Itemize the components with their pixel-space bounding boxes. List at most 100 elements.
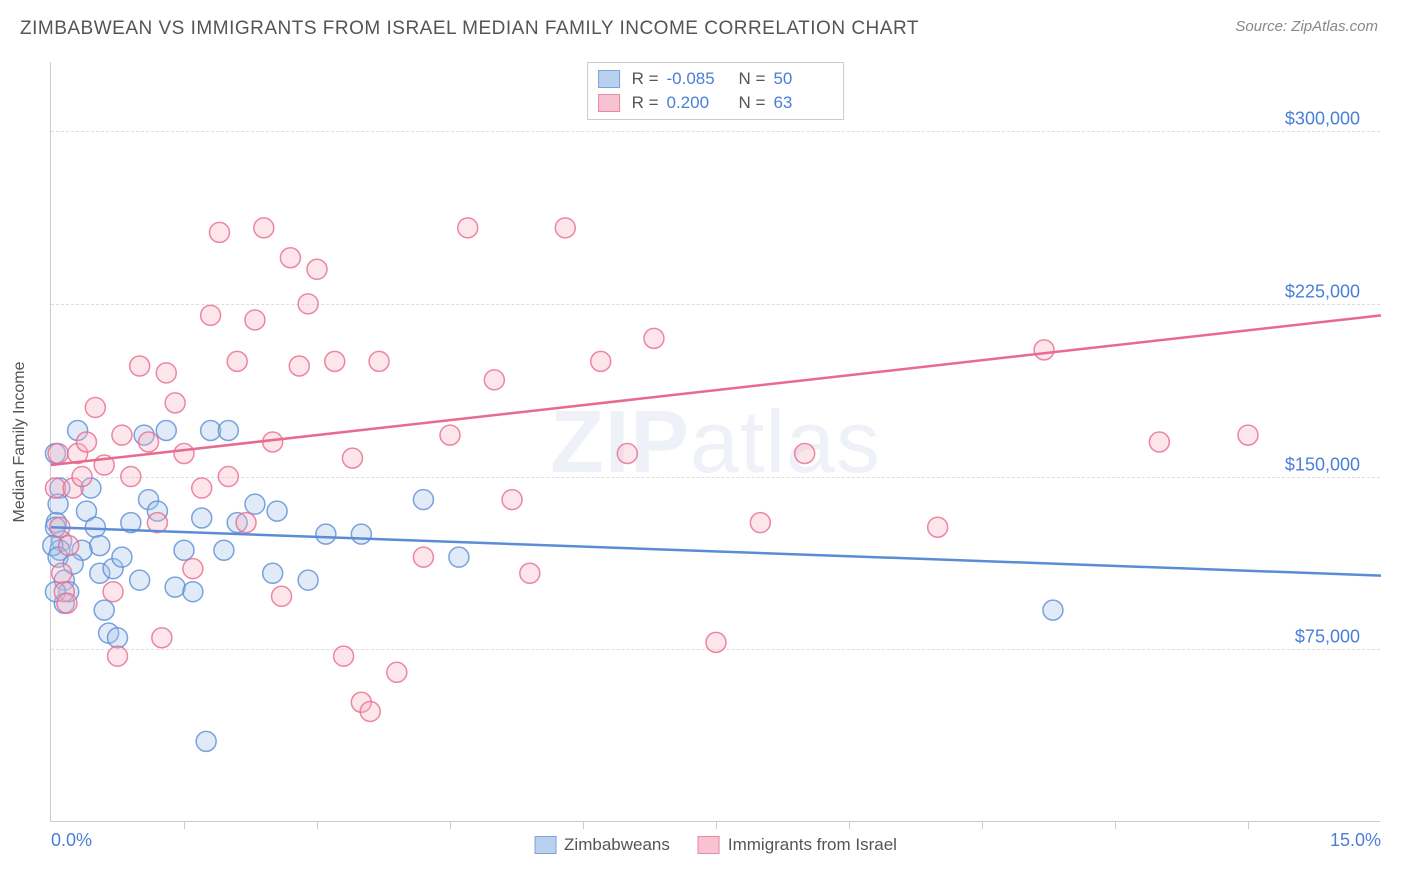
data-point — [644, 328, 664, 348]
data-point — [90, 536, 110, 556]
data-point — [413, 490, 433, 510]
data-point — [156, 420, 176, 440]
data-point — [1043, 600, 1063, 620]
r-value: -0.085 — [667, 69, 727, 89]
legend-item: Immigrants from Israel — [698, 835, 897, 855]
r-value: 0.200 — [667, 93, 727, 113]
source-label: Source: — [1235, 18, 1287, 35]
data-point — [152, 628, 172, 648]
legend-swatch — [598, 70, 620, 88]
x-tick-label: 15.0% — [1330, 830, 1381, 851]
data-point — [85, 397, 105, 417]
data-point — [108, 628, 128, 648]
data-point — [209, 222, 229, 242]
data-point — [449, 547, 469, 567]
data-point — [1238, 425, 1258, 445]
data-point — [280, 248, 300, 268]
data-point — [351, 524, 371, 544]
series-legend: Zimbabweans Immigrants from Israel — [534, 835, 897, 855]
legend-swatch — [598, 94, 620, 112]
data-point — [254, 218, 274, 238]
data-point — [174, 444, 194, 464]
legend-swatch — [698, 836, 720, 854]
data-point — [196, 731, 216, 751]
data-point — [201, 305, 221, 325]
data-point — [94, 600, 114, 620]
legend-swatch — [534, 836, 556, 854]
data-point — [227, 351, 247, 371]
x-tick — [184, 821, 185, 829]
x-tick-label: 0.0% — [51, 830, 92, 851]
data-point — [289, 356, 309, 376]
data-point — [298, 570, 318, 590]
data-point — [387, 662, 407, 682]
data-point — [218, 467, 238, 487]
scatter-svg — [51, 62, 1380, 821]
data-point — [183, 559, 203, 579]
data-point — [298, 294, 318, 314]
data-point — [214, 540, 234, 560]
data-point — [121, 467, 141, 487]
data-point — [484, 370, 504, 390]
data-point — [112, 425, 132, 445]
trend-line — [51, 527, 1381, 575]
stats-legend-row: R =0.200N =63 — [598, 91, 834, 115]
data-point — [520, 563, 540, 583]
n-label: N = — [739, 93, 766, 113]
data-point — [183, 582, 203, 602]
data-point — [795, 444, 815, 464]
n-label: N = — [739, 69, 766, 89]
data-point — [76, 432, 96, 452]
data-point — [502, 490, 522, 510]
data-point — [59, 536, 79, 556]
data-point — [369, 351, 389, 371]
source-name: ZipAtlas.com — [1291, 18, 1378, 35]
x-tick — [317, 821, 318, 829]
data-point — [165, 393, 185, 413]
data-point — [130, 356, 150, 376]
stats-legend-box: R =-0.085N =50R =0.200N =63 — [587, 62, 845, 120]
x-tick — [716, 821, 717, 829]
x-tick — [849, 821, 850, 829]
data-point — [218, 420, 238, 440]
data-point — [156, 363, 176, 383]
data-point — [360, 701, 380, 721]
data-point — [236, 513, 256, 533]
chart-title: ZIMBABWEAN VS IMMIGRANTS FROM ISRAEL MED… — [20, 18, 919, 40]
plot-area: ZIPatlas $75,000$150,000$225,000$300,000… — [50, 62, 1380, 822]
x-tick — [1115, 821, 1116, 829]
data-point — [174, 540, 194, 560]
data-point — [591, 351, 611, 371]
x-tick — [1248, 821, 1249, 829]
data-point — [325, 351, 345, 371]
data-point — [307, 259, 327, 279]
data-point — [316, 524, 336, 544]
data-point — [52, 563, 72, 583]
data-point — [617, 444, 637, 464]
data-point — [130, 570, 150, 590]
data-point — [245, 494, 265, 514]
data-point — [245, 310, 265, 330]
r-label: R = — [632, 69, 659, 89]
data-point — [440, 425, 460, 445]
data-point — [1149, 432, 1169, 452]
data-point — [458, 218, 478, 238]
x-tick — [583, 821, 584, 829]
data-point — [750, 513, 770, 533]
data-point — [57, 593, 77, 613]
legend-item: Zimbabweans — [534, 835, 670, 855]
data-point — [267, 501, 287, 521]
data-point — [413, 547, 433, 567]
data-point — [342, 448, 362, 468]
data-point — [103, 582, 123, 602]
stats-legend-row: R = -0.085 N = 50 — [598, 67, 834, 91]
source-attribution: Source: ZipAtlas.com — [1235, 18, 1378, 35]
x-tick — [450, 821, 451, 829]
data-point — [272, 586, 292, 606]
data-point — [72, 467, 92, 487]
data-point — [334, 646, 354, 666]
y-axis-label: Median Family Income — [11, 362, 29, 523]
correlation-chart: Median Family Income ZIPatlas $75,000$15… — [50, 62, 1380, 822]
n-value: 50 — [773, 69, 833, 89]
data-point — [112, 547, 132, 567]
